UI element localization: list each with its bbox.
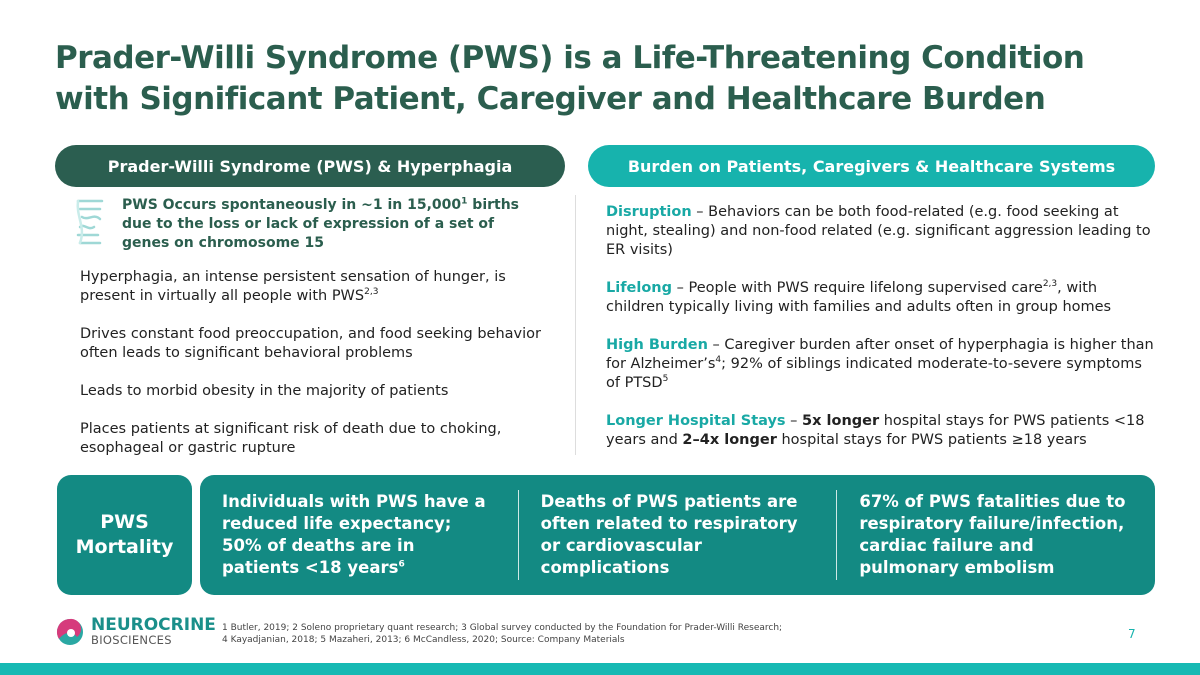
list-item: Places patients at significant risk of d… (80, 421, 502, 456)
stat-life-expectancy: Individuals with PWS have a reduced life… (222, 492, 486, 577)
burden-list: Disruption – Behaviors can be both food-… (606, 203, 1156, 469)
hyperphagia-list: Hyperphagia, an intense persistent sensa… (80, 268, 550, 477)
lifelong-item: Lifelong – People with PWS require lifel… (606, 279, 1112, 315)
bottom-accent-bar (0, 663, 1200, 675)
column-divider (575, 195, 576, 455)
logo-swirl-icon (56, 618, 83, 645)
mortality-stats: Individuals with PWS have a reduced life… (200, 475, 1155, 595)
neurocrine-logo: NEUROCRINE BIOSCIENCES (55, 617, 216, 647)
list-item: Leads to morbid obesity in the majority … (80, 383, 449, 399)
hospital-stays-item: Longer Hospital Stays – 5x longer hospit… (606, 413, 1145, 448)
list-item: Drives constant food preoccupation, and … (80, 326, 541, 361)
stat-fatalities: 67% of PWS fatalities due to respiratory… (859, 492, 1126, 577)
stat-death-causes: Deaths of PWS patients are often related… (540, 492, 798, 577)
slide-title: Prader-Willi Syndrome (PWS) is a Life-Th… (55, 40, 1085, 117)
references: 1 Butler, 2019; 2 Soleno proprietary qua… (222, 623, 783, 645)
logo-sub: BIOSCIENCES (91, 633, 172, 647)
disruption-item: Disruption – Behaviors can be both food-… (606, 204, 1151, 258)
high-burden-item: High Burden – Caregiver burden after ons… (606, 337, 1154, 391)
pws-occurrence-callout: PWS Occurs spontaneously in ~1 in 15,000… (122, 196, 520, 251)
page-number: 7 (1128, 627, 1136, 641)
left-section-header: Prader-Willi Syndrome (PWS) & Hyperphagi… (55, 145, 565, 187)
list-item: Hyperphagia, an intense persistent sensa… (80, 269, 506, 304)
right-section-header: Burden on Patients, Caregivers & Healthc… (588, 145, 1155, 187)
dna-icon (76, 199, 104, 245)
mortality-label: PWS Mortality (57, 475, 192, 595)
stat-divider (836, 490, 838, 580)
stat-divider (517, 490, 519, 580)
logo-name: NEUROCRINE (91, 615, 216, 635)
